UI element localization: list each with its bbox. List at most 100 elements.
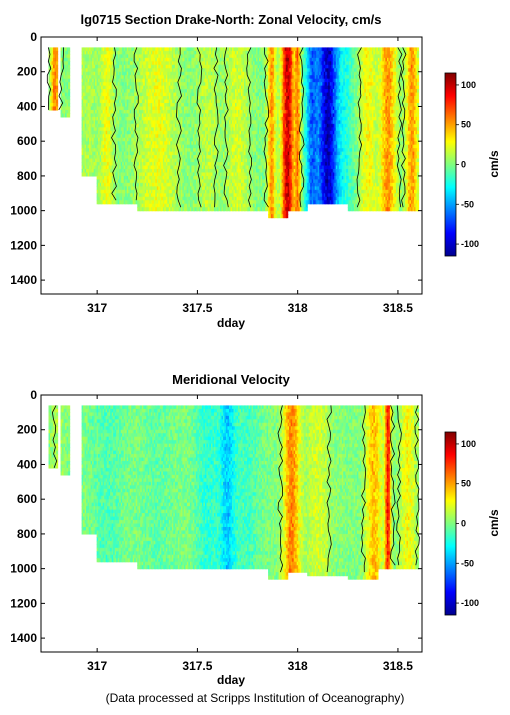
velocity-cell [212, 47, 215, 52]
velocity-cell [155, 71, 158, 76]
velocity-cell [171, 148, 174, 153]
velocity-cell [113, 155, 116, 160]
velocity-cell [212, 207, 215, 212]
velocity-cell [98, 116, 101, 121]
velocity-cell [222, 165, 226, 170]
velocity-cell [191, 175, 194, 180]
velocity-cell [81, 155, 84, 160]
velocity-cell [221, 200, 224, 205]
velocity-cell [164, 123, 167, 128]
velocity-cell [186, 158, 189, 163]
velocity-cell [162, 61, 165, 66]
velocity-cell [53, 89, 56, 94]
velocity-cell [99, 137, 102, 142]
velocity-cell [138, 68, 141, 73]
velocity-cell [171, 68, 174, 73]
velocity-cell [108, 92, 111, 97]
velocity-cell [179, 189, 182, 194]
velocity-cell [200, 165, 203, 170]
velocity-cell [171, 127, 174, 132]
velocity-cell [119, 82, 122, 87]
velocity-cell [179, 137, 182, 142]
velocity-cell [179, 82, 182, 87]
velocity-cell [233, 200, 236, 205]
velocity-cell [129, 82, 132, 87]
velocity-cell [176, 127, 179, 132]
velocity-cell [92, 57, 95, 62]
velocity-cell [197, 61, 200, 66]
velocity-cell [182, 47, 185, 52]
velocity-cell [66, 109, 69, 114]
velocity-cell [207, 168, 211, 174]
velocity-cell [116, 109, 119, 114]
velocity-cell [191, 203, 194, 208]
velocity-cell [225, 141, 229, 146]
velocity-cell [120, 85, 123, 90]
velocity-cell [116, 144, 119, 149]
velocity-cell [107, 96, 110, 101]
velocity-cell [192, 130, 195, 135]
velocity-cell [108, 75, 111, 80]
velocity-cell [83, 85, 86, 90]
velocity-cell [159, 196, 162, 201]
velocity-cell [123, 165, 126, 170]
velocity-cell [89, 57, 92, 62]
velocity-cell [113, 120, 116, 125]
velocity-cell [227, 85, 230, 90]
velocity-cell [65, 47, 68, 52]
velocity-cell [84, 64, 87, 69]
velocity-cell [228, 102, 232, 108]
velocity-cell [144, 123, 147, 128]
velocity-cell [227, 186, 230, 191]
velocity-cell [158, 186, 161, 191]
velocity-cell [144, 57, 147, 62]
velocity-cell [137, 158, 140, 163]
velocity-cell [218, 92, 221, 97]
velocity-cell [48, 99, 51, 104]
velocity-cell [110, 123, 113, 128]
velocity-cell [119, 137, 122, 142]
velocity-cell [54, 50, 57, 55]
velocity-cell [225, 113, 229, 118]
velocity-cell [105, 127, 108, 132]
velocity-cell [117, 179, 120, 184]
velocity-cell [215, 203, 218, 208]
velocity-cell [87, 127, 90, 132]
velocity-cell [192, 50, 195, 55]
velocity-cell [56, 61, 59, 66]
velocity-cell [152, 200, 155, 205]
velocity-cell [101, 189, 104, 194]
velocity-cell [86, 137, 89, 142]
velocity-cell [191, 134, 194, 139]
velocity-cell [230, 71, 233, 76]
velocity-cell [219, 89, 223, 94]
velocity-cell [95, 61, 98, 66]
velocity-cell [138, 151, 141, 156]
velocity-cell [177, 89, 180, 94]
velocity-cell [201, 155, 205, 160]
velocity-cell [149, 57, 152, 62]
velocity-cell [99, 109, 102, 114]
velocity-cell [224, 89, 227, 94]
velocity-cell [120, 120, 123, 125]
velocity-cell [147, 168, 150, 174]
velocity-cell [140, 137, 143, 142]
velocity-cell [236, 182, 239, 187]
velocity-cell [167, 61, 170, 66]
velocity-cell [224, 200, 227, 205]
velocity-cell [135, 116, 138, 121]
velocity-cell [200, 168, 203, 174]
velocity-cell [207, 123, 211, 128]
velocity-cell [209, 155, 212, 160]
velocity-cell [232, 172, 235, 177]
velocity-cell [152, 89, 155, 94]
velocity-cell [149, 96, 152, 101]
velocity-cell [56, 89, 59, 94]
velocity-cell [137, 134, 140, 139]
velocity-cell [227, 137, 230, 142]
velocity-cell [108, 144, 111, 149]
velocity-cell [138, 123, 141, 128]
velocity-cell [53, 57, 56, 62]
velocity-cell [96, 113, 99, 118]
velocity-cell [195, 193, 199, 198]
